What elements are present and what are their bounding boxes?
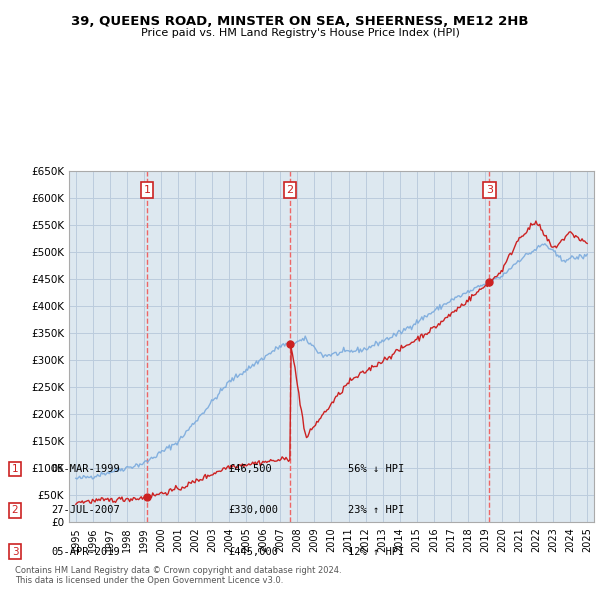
Text: 12% ↑ HPI: 12% ↑ HPI bbox=[348, 547, 404, 556]
Text: 3: 3 bbox=[486, 185, 493, 195]
Text: 56% ↓ HPI: 56% ↓ HPI bbox=[348, 464, 404, 474]
Text: £445,000: £445,000 bbox=[228, 547, 278, 556]
Text: 2: 2 bbox=[11, 506, 19, 515]
Text: 23% ↑ HPI: 23% ↑ HPI bbox=[348, 506, 404, 515]
Text: 1: 1 bbox=[11, 464, 19, 474]
Text: 05-APR-2019: 05-APR-2019 bbox=[51, 547, 120, 556]
Text: £330,000: £330,000 bbox=[228, 506, 278, 515]
Text: Contains HM Land Registry data © Crown copyright and database right 2024.
This d: Contains HM Land Registry data © Crown c… bbox=[15, 566, 341, 585]
Text: 39, QUEENS ROAD, MINSTER ON SEA, SHEERNESS, ME12 2HB: 39, QUEENS ROAD, MINSTER ON SEA, SHEERNE… bbox=[71, 15, 529, 28]
Text: £46,500: £46,500 bbox=[228, 464, 272, 474]
Text: 05-MAR-1999: 05-MAR-1999 bbox=[51, 464, 120, 474]
Text: 2: 2 bbox=[287, 185, 293, 195]
Text: 27-JUL-2007: 27-JUL-2007 bbox=[51, 506, 120, 515]
Text: 3: 3 bbox=[11, 547, 19, 556]
Text: Price paid vs. HM Land Registry's House Price Index (HPI): Price paid vs. HM Land Registry's House … bbox=[140, 28, 460, 38]
Text: 1: 1 bbox=[143, 185, 151, 195]
